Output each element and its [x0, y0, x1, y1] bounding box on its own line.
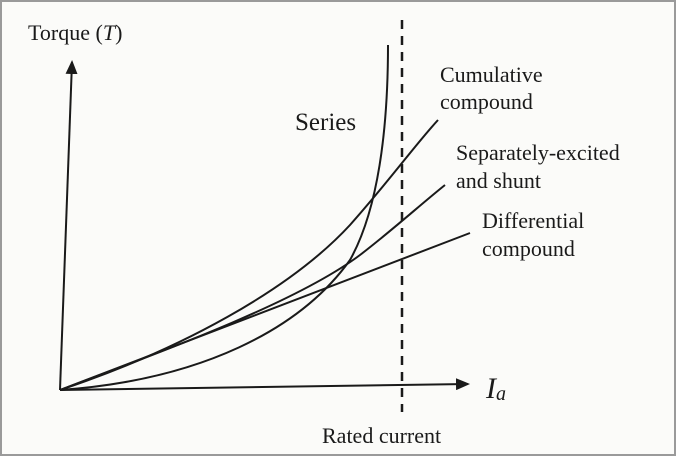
- y-label-text: ): [115, 20, 122, 45]
- differential-curve: [59, 232, 471, 391]
- y-label-symbol: T: [103, 20, 117, 45]
- x-axis-label: Ia: [485, 372, 506, 405]
- curve-label: Separately-excited: [456, 140, 620, 165]
- curve-label: and shunt: [456, 168, 541, 193]
- curve-label: Series: [295, 109, 356, 136]
- series-curve: [59, 44, 389, 391]
- curve-label: Differential: [482, 208, 584, 233]
- curve-label: compound: [440, 89, 533, 114]
- y-axis: [59, 60, 78, 391]
- x-label-subscript: a: [496, 383, 506, 405]
- x-label-symbol: I: [485, 372, 498, 405]
- curve-label: Cumulative: [440, 62, 543, 87]
- rated-current-label: Rated current: [322, 423, 441, 448]
- y-axis-label: Torque (T): [28, 20, 122, 45]
- x-axis: [59, 378, 470, 391]
- y-label-text: Torque (: [28, 20, 103, 45]
- curve-label: compound: [482, 236, 575, 261]
